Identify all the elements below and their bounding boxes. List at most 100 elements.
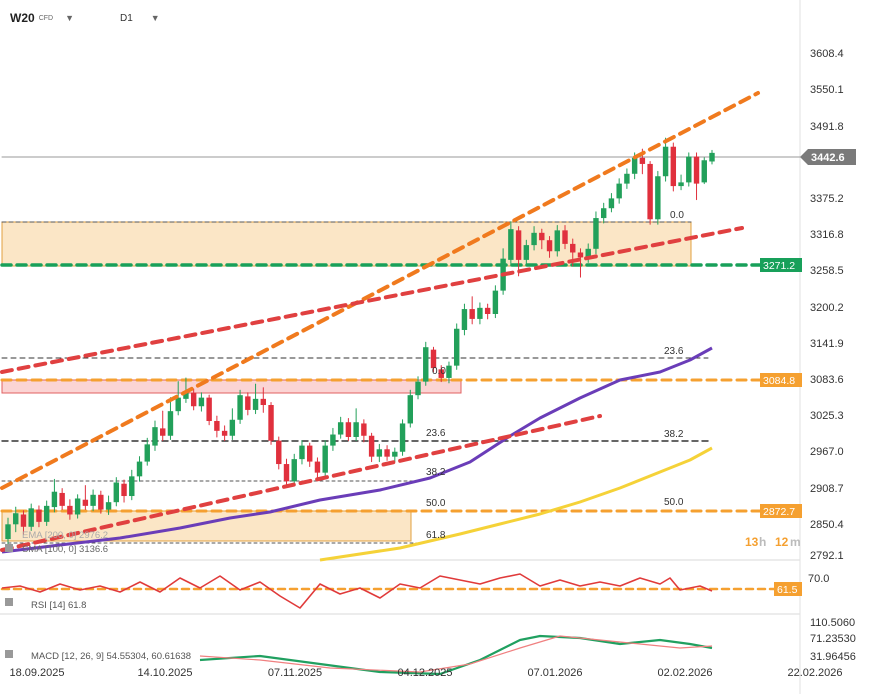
y-tick-label: 3316.8	[810, 229, 844, 241]
candle-body	[291, 459, 297, 482]
timeframe-selector[interactable]: D1 ▼	[120, 8, 160, 28]
candle-body	[453, 328, 460, 366]
menu-icon	[5, 598, 13, 606]
candle-body	[144, 444, 150, 462]
fib-label: 23.6	[426, 428, 446, 439]
level-tag-orange-bg	[760, 373, 802, 387]
candle-body	[307, 445, 313, 462]
candle-body	[616, 183, 622, 199]
candle-body	[36, 509, 42, 522]
candle-body	[438, 369, 444, 378]
candle-body	[492, 290, 499, 314]
countdown-minutes-unit: m	[790, 535, 801, 549]
candle-body	[655, 176, 661, 220]
current-price-tag-bg	[800, 149, 856, 165]
fib-label: 50.0	[664, 497, 684, 508]
candle-body	[376, 449, 383, 457]
macd-tick-label: 71.23530	[810, 633, 856, 645]
candle-body	[121, 483, 127, 497]
candle-body	[20, 514, 27, 527]
candle-body	[407, 395, 413, 424]
candle-body	[67, 505, 73, 515]
fib-label: 61.8	[426, 530, 446, 541]
candle-body	[314, 461, 321, 473]
ma-line-yellow	[319, 446, 713, 562]
candle-body	[206, 397, 212, 421]
x-tick-label: 07.01.2026	[527, 667, 582, 679]
candle-body	[237, 395, 243, 420]
trendline-red-upper	[0, 226, 744, 374]
candle-body	[175, 397, 181, 412]
candle-body	[693, 156, 700, 184]
candle-body	[484, 307, 491, 314]
candle-body	[585, 248, 591, 258]
candle-body	[647, 163, 653, 220]
candle-body	[631, 157, 638, 174]
candle-body	[531, 232, 537, 246]
candle-body	[423, 347, 429, 382]
timeframe-label: D1	[120, 12, 133, 24]
candle-body	[577, 252, 584, 258]
candle-body	[701, 160, 707, 183]
candle-body	[678, 182, 684, 187]
current-price-tag: 3442.6	[811, 152, 845, 164]
candle-body	[183, 392, 189, 399]
x-tick-label: 04.12.2025	[397, 667, 452, 679]
candle-body	[5, 524, 11, 540]
candle-body	[299, 445, 305, 460]
y-tick-label: 2792.1	[810, 550, 844, 562]
candle-body	[276, 440, 282, 465]
candle-body	[190, 392, 197, 407]
candle-body	[198, 397, 205, 407]
rsi-level-label: 70.0	[808, 573, 829, 585]
y-tick-label: 3258.5	[810, 265, 844, 277]
candle-body	[368, 435, 375, 457]
x-tick-label: 07.11.2025	[268, 667, 322, 679]
ma-label: EMA [200, 0] 2976.2	[22, 530, 108, 541]
level-tag-orange: 2872.7	[763, 506, 795, 518]
candle-body	[337, 422, 344, 435]
candle-body	[74, 498, 81, 515]
candle-body	[361, 423, 367, 436]
y-tick-label: 2967.0	[810, 446, 844, 458]
candle-body	[113, 482, 120, 503]
candle-body	[345, 422, 352, 437]
symbol-selector[interactable]: W20 CFD ▼	[10, 8, 74, 28]
candle-body	[129, 476, 135, 497]
candle-body	[260, 398, 267, 406]
y-tick-label: 3200.2	[810, 302, 844, 314]
candle-body	[13, 513, 19, 525]
chevron-down-icon: ▼	[65, 13, 74, 23]
candle-body	[167, 411, 174, 436]
y-tick-label: 3141.9	[810, 338, 844, 350]
candle-body	[562, 230, 568, 244]
candle-body	[624, 173, 630, 184]
candle-body	[136, 461, 143, 477]
fib-label: 50.0	[426, 498, 446, 509]
candle-body	[160, 428, 166, 436]
menu-icon	[5, 544, 13, 552]
y-tick-label: 3025.3	[810, 410, 844, 422]
candle-body	[600, 208, 607, 219]
candle-body	[245, 396, 251, 410]
candle-body	[593, 218, 599, 249]
candle-body	[330, 434, 336, 446]
countdown-hours-unit: h	[759, 535, 766, 549]
candle-body	[469, 309, 475, 319]
y-tick-label: 3550.1	[810, 84, 844, 96]
candle-body	[90, 494, 96, 506]
candle-body	[214, 420, 220, 431]
candle-body	[152, 427, 158, 446]
level-tag-orange: 3084.8	[763, 375, 795, 387]
trendline-red-lower	[0, 414, 602, 552]
y-tick-label: 3375.2	[810, 193, 844, 205]
candle-body	[268, 405, 274, 441]
candle-body	[539, 232, 545, 241]
x-tick-label: 02.02.2026	[657, 667, 712, 679]
x-tick-label: 18.09.2025	[9, 667, 64, 679]
candle-body	[515, 230, 522, 260]
level-tag-green: 3271.2	[763, 260, 795, 272]
candle-body	[105, 502, 112, 510]
candle-body	[430, 349, 437, 369]
